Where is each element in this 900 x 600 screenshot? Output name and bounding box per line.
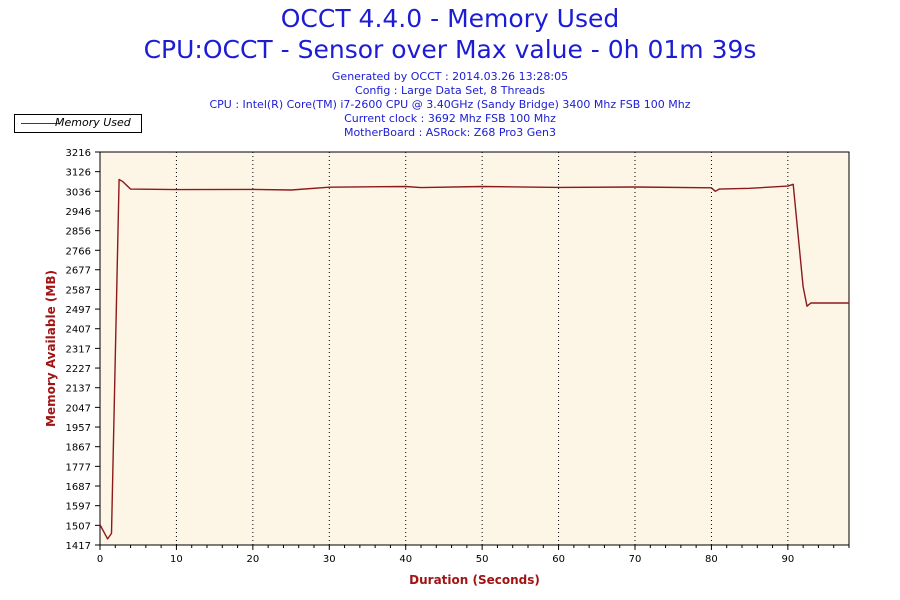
y-tick-label: 2137 <box>66 384 91 395</box>
info-clock: Current clock : 3692 Mhz FSB 100 Mhz <box>344 112 556 125</box>
x-tick-label: 10 <box>170 554 183 565</box>
legend: Memory Used <box>14 114 142 133</box>
x-tick-label: 60 <box>552 554 565 565</box>
info-generated: Generated by OCCT : 2014.03.26 13:28:05 <box>331 70 569 83</box>
info-cpu: CPU : Intel(R) Core(TM) i7-2600 CPU @ 3.… <box>209 98 691 111</box>
plot-area <box>100 152 849 545</box>
y-tick-label: 1957 <box>66 423 91 434</box>
y-tick-label: 2407 <box>66 325 91 336</box>
y-tick-label: 2587 <box>66 285 91 296</box>
legend-label: Memory Used <box>55 116 131 129</box>
chart-subtitle: CPU:OCCT - Sensor over Max value - 0h 01… <box>143 35 757 64</box>
x-tick-label: 90 <box>781 554 794 565</box>
y-tick-label: 1687 <box>66 482 91 493</box>
y-tick-label: 3216 <box>66 148 91 159</box>
series-line-memory-used <box>99 178 849 540</box>
x-tick-label: 70 <box>629 554 642 565</box>
y-tick-label: 2317 <box>66 344 91 355</box>
y-tick-label: 1417 <box>66 541 91 552</box>
chart-title: OCCT 4.4.0 - Memory Used <box>280 4 620 33</box>
y-axis-title: Memory Available (MB) <box>44 270 58 427</box>
y-tick-label: 2946 <box>66 207 91 218</box>
y-tick-label: 2047 <box>66 403 91 414</box>
x-tick-label: 0 <box>97 554 103 565</box>
y-tick-label: 2856 <box>66 227 91 238</box>
x-tick-label: 50 <box>476 554 489 565</box>
x-tick-label: 80 <box>705 554 718 565</box>
y-tick-label: 3126 <box>66 168 91 179</box>
y-tick-label: 2497 <box>66 305 91 316</box>
y-tick-label: 1597 <box>66 502 91 513</box>
y-tick-label: 3036 <box>66 187 91 198</box>
x-tick-label: 20 <box>246 554 259 565</box>
info-config: Config : Large Data Set, 8 Threads <box>355 84 545 97</box>
x-axis-title: Duration (Seconds) <box>409 573 540 587</box>
y-tick-label: 1777 <box>66 462 91 473</box>
y-tick-label: 2677 <box>66 266 91 277</box>
x-tick-label: 30 <box>323 554 336 565</box>
x-tick-label: 40 <box>399 554 412 565</box>
y-tick-label: 1867 <box>66 443 91 454</box>
info-motherboard: MotherBoard : ASRock: Z68 Pro3 Gen3 <box>343 126 557 139</box>
y-tick-label: 2227 <box>66 364 91 375</box>
legend-swatch <box>21 123 59 124</box>
y-tick-label: 2766 <box>66 246 91 257</box>
y-tick-label: 1507 <box>66 521 91 532</box>
